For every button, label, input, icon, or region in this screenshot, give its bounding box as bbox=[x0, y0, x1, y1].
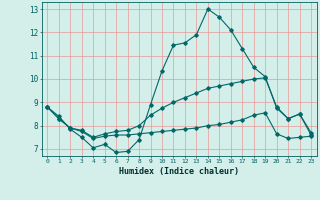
X-axis label: Humidex (Indice chaleur): Humidex (Indice chaleur) bbox=[119, 167, 239, 176]
